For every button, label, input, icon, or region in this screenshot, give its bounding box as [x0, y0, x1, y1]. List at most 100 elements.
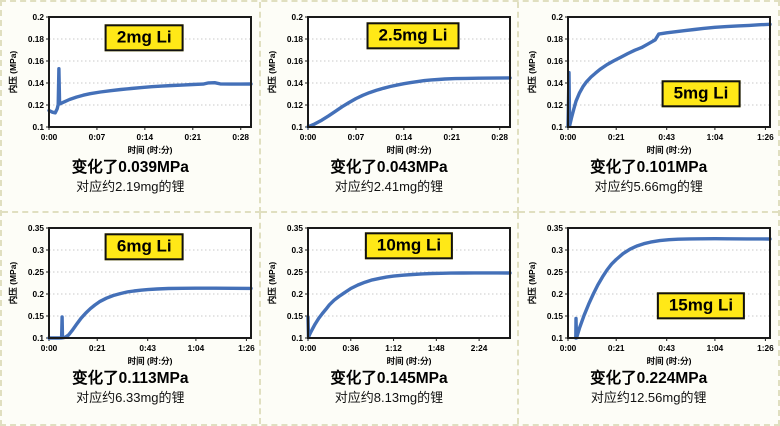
svg-text:0:00: 0:00	[559, 132, 576, 142]
svg-text:0.14: 0.14	[287, 78, 304, 88]
pressure-change-text: 变化了0.043MPa	[330, 159, 448, 176]
chart-panel-2-5mg: 0.1 0.12 0.14 0.16 0.18 0.2 0:00 0:07 0:14 0:21 0:…	[260, 2, 520, 213]
svg-text:0.1: 0.1	[551, 333, 563, 343]
pressure-change-text: 变化了0.101MPa	[590, 159, 708, 176]
svg-text:0.16: 0.16	[287, 56, 304, 66]
svg-text:0.18: 0.18	[28, 34, 45, 44]
svg-text:1:26: 1:26	[757, 132, 774, 142]
y-axis: 0.1 0.15 0.2 0.25 0.3 0.35	[28, 223, 50, 343]
svg-text:1:48: 1:48	[428, 343, 445, 353]
y-axis-title: 内压 (MPa)	[8, 51, 18, 94]
svg-text:0.25: 0.25	[287, 267, 304, 277]
lithium-mass-text: 对应约2.41mg的锂	[334, 178, 444, 194]
lithium-mass-text: 对应约8.13mg的锂	[334, 389, 444, 405]
svg-text:0.1: 0.1	[33, 333, 45, 343]
y-axis: 0.1 0.15 0.2 0.25 0.3 0.35	[287, 223, 308, 343]
svg-text:0.1: 0.1	[33, 122, 45, 132]
svg-text:1:04: 1:04	[706, 132, 723, 142]
svg-text:0.1: 0.1	[291, 122, 303, 132]
pressure-change-text: 变化了0.145MPa	[330, 370, 448, 387]
chart-panel-15mg: 0.1 0.15 0.2 0.25 0.3 0.35 0:00 0:21 0:43 1:04 1:2…	[519, 213, 778, 424]
svg-text:0:14: 0:14	[137, 132, 154, 142]
pressure-change-text: 变化了0.113MPa	[72, 370, 189, 387]
lithium-mass-text: 对应约2.19mg的锂	[76, 178, 185, 194]
chart-panel-10mg: 0.1 0.15 0.2 0.25 0.3 0.35 0:00 0:36 1:12 1:48 2:2…	[261, 213, 520, 424]
svg-text:0:28: 0:28	[233, 132, 250, 142]
x-axis: 0:00 0:36 1:12 1:48 2:24	[300, 338, 488, 353]
chart-label-badge: 5mg Li	[661, 80, 741, 108]
chart-label-badge: 15mg Li	[656, 292, 746, 320]
y-axis-title: 内压 (MPa)	[267, 51, 277, 94]
svg-text:0.16: 0.16	[547, 56, 564, 66]
svg-text:0.2: 0.2	[33, 12, 45, 22]
svg-text:0:00: 0:00	[559, 343, 576, 353]
svg-text:1:26: 1:26	[238, 343, 255, 353]
x-axis-title: 时间 (时:分)	[387, 145, 432, 155]
x-axis-title: 时间 (时:分)	[128, 145, 173, 155]
chart-area: 0.1 0.15 0.2 0.25 0.3 0.35 0:00 0:36 1:12 1:48 2:2…	[264, 220, 514, 366]
svg-text:0.16: 0.16	[28, 56, 45, 66]
svg-text:0:00: 0:00	[41, 343, 58, 353]
y-axis: 0.1 0.12 0.14 0.16 0.18 0.2	[287, 12, 308, 132]
chart-area: 0.1 0.15 0.2 0.25 0.3 0.35 0:00 0:21 0:43 1:04 1:2…	[5, 220, 255, 366]
x-axis: 0:00 0:21 0:43 1:04 1:26	[559, 338, 774, 353]
pressure-curve	[573, 237, 772, 340]
svg-text:0:21: 0:21	[89, 343, 106, 353]
chart-panel-5mg: 0.1 0.12 0.14 0.16 0.18 0.2 0:00 0:21 0:43 1:04 1:…	[519, 2, 778, 213]
svg-text:0.3: 0.3	[291, 245, 303, 255]
svg-text:0:14: 0:14	[396, 132, 413, 142]
x-axis: 0:00 0:21 0:43 1:04 1:26	[559, 127, 774, 142]
svg-text:0:07: 0:07	[89, 132, 106, 142]
x-axis-title: 时间 (时:分)	[646, 145, 691, 155]
y-axis-title: 内压 (MPa)	[527, 262, 537, 305]
svg-text:0.12: 0.12	[287, 100, 304, 110]
y-axis-title: 内压 (MPa)	[527, 51, 537, 94]
chart-label-badge: 2mg Li	[104, 24, 184, 52]
svg-text:0.3: 0.3	[33, 245, 45, 255]
lithium-mass-text: 对应约6.33mg的锂	[76, 389, 185, 405]
chart-area: 0.1 0.12 0.14 0.16 0.18 0.2 0:00 0:07 0:14 0:21 0:…	[264, 9, 514, 155]
svg-text:0:21: 0:21	[608, 132, 625, 142]
pressure-change-text: 变化了0.224MPa	[590, 370, 708, 387]
svg-text:0.3: 0.3	[551, 245, 563, 255]
y-axis-title: 内压 (MPa)	[267, 262, 277, 305]
svg-text:0.18: 0.18	[287, 34, 304, 44]
svg-text:0:21: 0:21	[185, 132, 202, 142]
svg-text:0.2: 0.2	[551, 289, 563, 299]
x-axis-title: 时间 (时:分)	[646, 356, 691, 366]
svg-text:0:21: 0:21	[608, 343, 625, 353]
lithium-mass-text: 对应约5.66mg的锂	[594, 178, 703, 194]
svg-text:0:21: 0:21	[443, 132, 460, 142]
svg-text:1:04: 1:04	[706, 343, 723, 353]
svg-text:0.1: 0.1	[291, 333, 303, 343]
svg-text:0.35: 0.35	[28, 223, 45, 233]
x-axis-title: 时间 (时:分)	[128, 356, 173, 366]
svg-text:0.2: 0.2	[551, 12, 563, 22]
svg-text:0.35: 0.35	[547, 223, 564, 233]
svg-text:0.2: 0.2	[33, 289, 45, 299]
chart-label-badge: 10mg Li	[364, 231, 454, 260]
svg-text:0.14: 0.14	[28, 78, 45, 88]
svg-text:0.25: 0.25	[547, 267, 564, 277]
svg-text:2:24: 2:24	[471, 343, 488, 353]
svg-text:0:43: 0:43	[140, 343, 157, 353]
x-axis: 0:00 0:07 0:14 0:21 0:28	[41, 127, 250, 142]
pressure-curve	[306, 76, 512, 129]
chart-label-badge: 2.5mg Li	[366, 21, 460, 50]
svg-text:0:00: 0:00	[300, 343, 317, 353]
svg-text:0:43: 0:43	[658, 132, 675, 142]
svg-text:0.12: 0.12	[28, 100, 45, 110]
svg-text:1:04: 1:04	[188, 343, 205, 353]
svg-text:1:26: 1:26	[757, 343, 774, 353]
chart-panel-2mg: 0.1 0.12 0.14 0.16 0.18 0.2 0:00 0:07 0:14 0:21 0:…	[2, 2, 261, 213]
svg-text:0.14: 0.14	[547, 78, 564, 88]
y-axis: 0.1 0.15 0.2 0.25 0.3 0.35	[547, 223, 568, 343]
svg-text:0.12: 0.12	[547, 100, 564, 110]
svg-text:0.15: 0.15	[28, 311, 45, 321]
pressure-curve	[306, 271, 512, 340]
chart-area: 0.1 0.12 0.14 0.16 0.18 0.2 0:00 0:07 0:14 0:21 0:…	[5, 9, 255, 155]
y-axis: 0.1 0.12 0.14 0.16 0.18 0.2	[547, 12, 568, 132]
svg-text:0:00: 0:00	[41, 132, 58, 142]
svg-text:0:36: 0:36	[342, 343, 359, 353]
